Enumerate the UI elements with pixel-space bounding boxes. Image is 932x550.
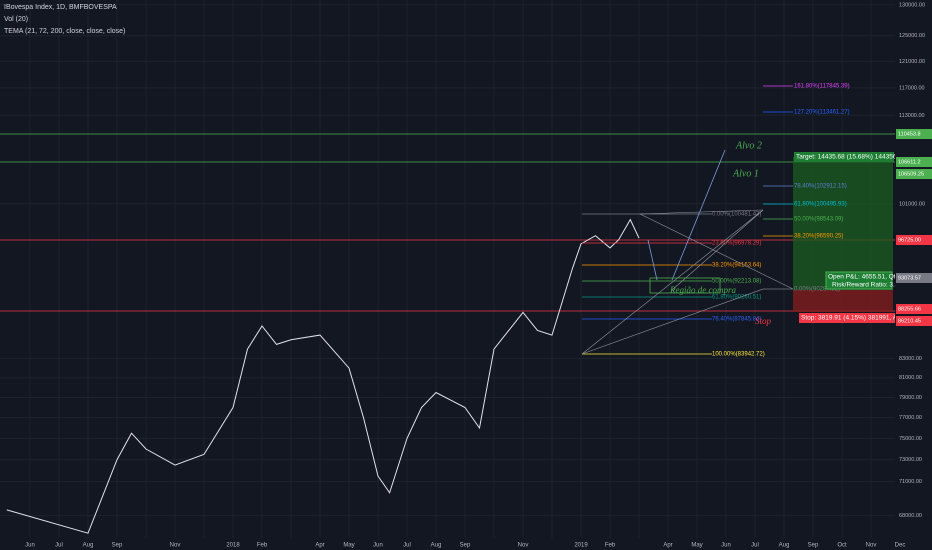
x-tick-label: 2018	[226, 543, 240, 549]
price-tag-label: 106611.2	[898, 159, 921, 165]
x-tick-label: Aug	[431, 543, 442, 549]
stop-zone	[793, 290, 893, 312]
pnl-label-bg	[825, 271, 893, 290]
x-tick-label: May	[691, 543, 702, 549]
x-tick-label: Sep	[460, 543, 471, 549]
annotation: Alvo 1	[732, 168, 759, 179]
x-tick-label: Aug	[779, 543, 790, 549]
x-tick-label: 2019	[574, 543, 588, 549]
price-tag-label: 110453.8	[898, 131, 921, 137]
y-tick-label: 83000.00	[899, 356, 922, 362]
y-tick-label: 75000.00	[899, 436, 922, 442]
price-tag	[896, 316, 932, 326]
target-zone	[793, 157, 893, 290]
x-tick-label: Jul	[403, 543, 411, 549]
tema-legend: TEMA (21, 72, 200, close, close, close)	[4, 28, 125, 35]
y-tick-label: 77000.00	[899, 415, 922, 421]
target-label: Target: 14435.68 (15.68%) 1443568, Amoun…	[796, 154, 928, 161]
price-tag-label: 96725.00	[898, 237, 921, 243]
trend-line	[671, 209, 764, 291]
fib-label: 23.60%(96978.29)	[712, 241, 761, 247]
fib-label: 127.20%(113461.27)	[794, 110, 850, 116]
x-tick-label: Apr	[663, 543, 672, 549]
rr-label: Risk/Reward Ratio: 3.78	[832, 282, 902, 289]
y-tick-label: 81000.00	[899, 375, 922, 381]
stop-label-bg	[799, 313, 895, 323]
fib-label: 0.00%(100481.43)	[712, 212, 761, 218]
arrow	[671, 149, 726, 281]
price-tag-label: 106509.25	[898, 171, 924, 177]
x-tick-label: Dec	[895, 543, 906, 549]
x-tick-label: Nov	[518, 543, 529, 549]
x-tick-label: Feb	[257, 543, 268, 549]
y-tick-label: 125000.00	[899, 33, 925, 39]
x-tick-label: Sep	[112, 543, 123, 549]
annotation: Região de compra	[669, 285, 736, 295]
fib-label: 61.80%(90260.51)	[712, 295, 761, 301]
fib-label: 76.40%(87845.84)	[712, 317, 761, 323]
fib-label: 0.00%(90284.52)	[794, 287, 840, 293]
y-tick-label: 130000.00	[899, 2, 925, 8]
target-label-bg	[794, 152, 894, 162]
x-tick-label: Nov	[170, 543, 181, 549]
pnl-label: Open P&L: 4655.51, Qty: 0	[828, 274, 906, 281]
y-tick-label: 121000.00	[899, 59, 925, 65]
price-tag	[896, 129, 932, 139]
x-tick-label: Nov	[866, 543, 877, 549]
price-tag-label: 86210.45	[898, 318, 921, 324]
y-tick-label: 113000.00	[899, 113, 925, 119]
fib-label: 50.00%(92213.08)	[712, 279, 761, 285]
price-line	[6, 218, 640, 534]
price-tag	[896, 235, 932, 245]
price-tag	[896, 273, 932, 283]
fib-label: 161.80%(117845.39)	[794, 84, 850, 90]
trend-line	[581, 209, 764, 355]
price-tag	[896, 304, 932, 314]
buy-zone	[649, 277, 721, 294]
y-tick-label: 71000.00	[899, 479, 922, 485]
fib-label: 38.20%(96590.25)	[794, 234, 843, 240]
y-tick-label: 117000.00	[899, 85, 925, 91]
trend-line	[639, 209, 764, 215]
axis-labels: 130000.00 125000.00 121000.00 117000.00 1130…	[25, 2, 932, 549]
x-tick-label: May	[343, 543, 354, 549]
fib-label: 61.80%(100495.93)	[794, 202, 847, 208]
annotation: Stop	[755, 316, 772, 326]
y-tick-label: 68000.00	[899, 513, 922, 519]
y-tick-label: 73000.00	[899, 457, 922, 463]
price-tag	[896, 157, 932, 167]
y-tick-label: 79000.00	[899, 395, 922, 401]
x-tick-label: Jun	[25, 543, 35, 549]
symbol-title: IBovespa Index, 1D, BMFBOVESPA	[4, 4, 117, 11]
x-tick-label: Oct	[837, 543, 847, 549]
annotation: Alvo 2	[735, 140, 762, 151]
fib-label: 78.40%(102912.15)	[794, 184, 847, 190]
arrow	[647, 239, 658, 281]
trend-line	[639, 213, 794, 290]
x-tick-label: Jul	[751, 543, 759, 549]
y-tick-label: 101000.00	[899, 201, 925, 207]
x-tick-label: Jul	[55, 543, 63, 549]
fib-label: 100.00%(83942.72)	[712, 352, 765, 358]
x-tick-label: Feb	[605, 543, 616, 549]
grid	[0, 0, 901, 538]
x-tick-label: Jun	[373, 543, 383, 549]
x-tick-label: Sep	[808, 543, 819, 549]
x-tick-label: Aug	[83, 543, 94, 549]
x-tick-label: Apr	[315, 543, 324, 549]
fib-label: 38.20%(94163.64)	[712, 263, 761, 269]
stop-label: Stop: 3819.91 (4.15%) 381991, Amount:	[801, 315, 917, 322]
x-tick-label: Jun	[721, 543, 731, 549]
price-tag-label: 88255.66	[898, 306, 921, 312]
price-tag-label: 93073.57	[898, 275, 921, 281]
price-tag	[896, 169, 932, 179]
plot: 0.00%(100481.43) 23.60%(96978.29) 38.20%(9…	[6, 84, 850, 534]
volume-legend: Vol (20)	[4, 16, 28, 23]
fib-label: 50.00%(98543.09)	[794, 217, 843, 223]
trend-line	[581, 288, 764, 355]
